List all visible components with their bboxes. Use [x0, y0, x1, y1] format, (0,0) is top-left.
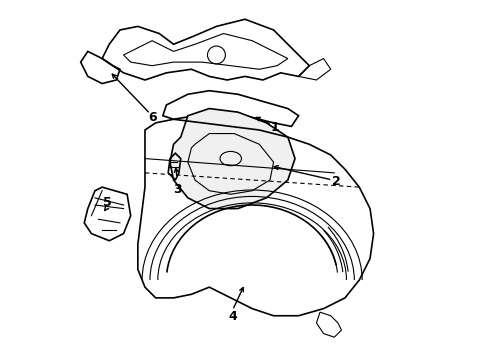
Text: 5: 5 [103, 195, 112, 209]
Text: 4: 4 [228, 310, 237, 323]
Text: 1: 1 [271, 121, 280, 134]
Text: 2: 2 [332, 175, 341, 188]
Polygon shape [170, 109, 295, 208]
Text: 6: 6 [148, 111, 157, 124]
Text: 3: 3 [173, 183, 181, 196]
